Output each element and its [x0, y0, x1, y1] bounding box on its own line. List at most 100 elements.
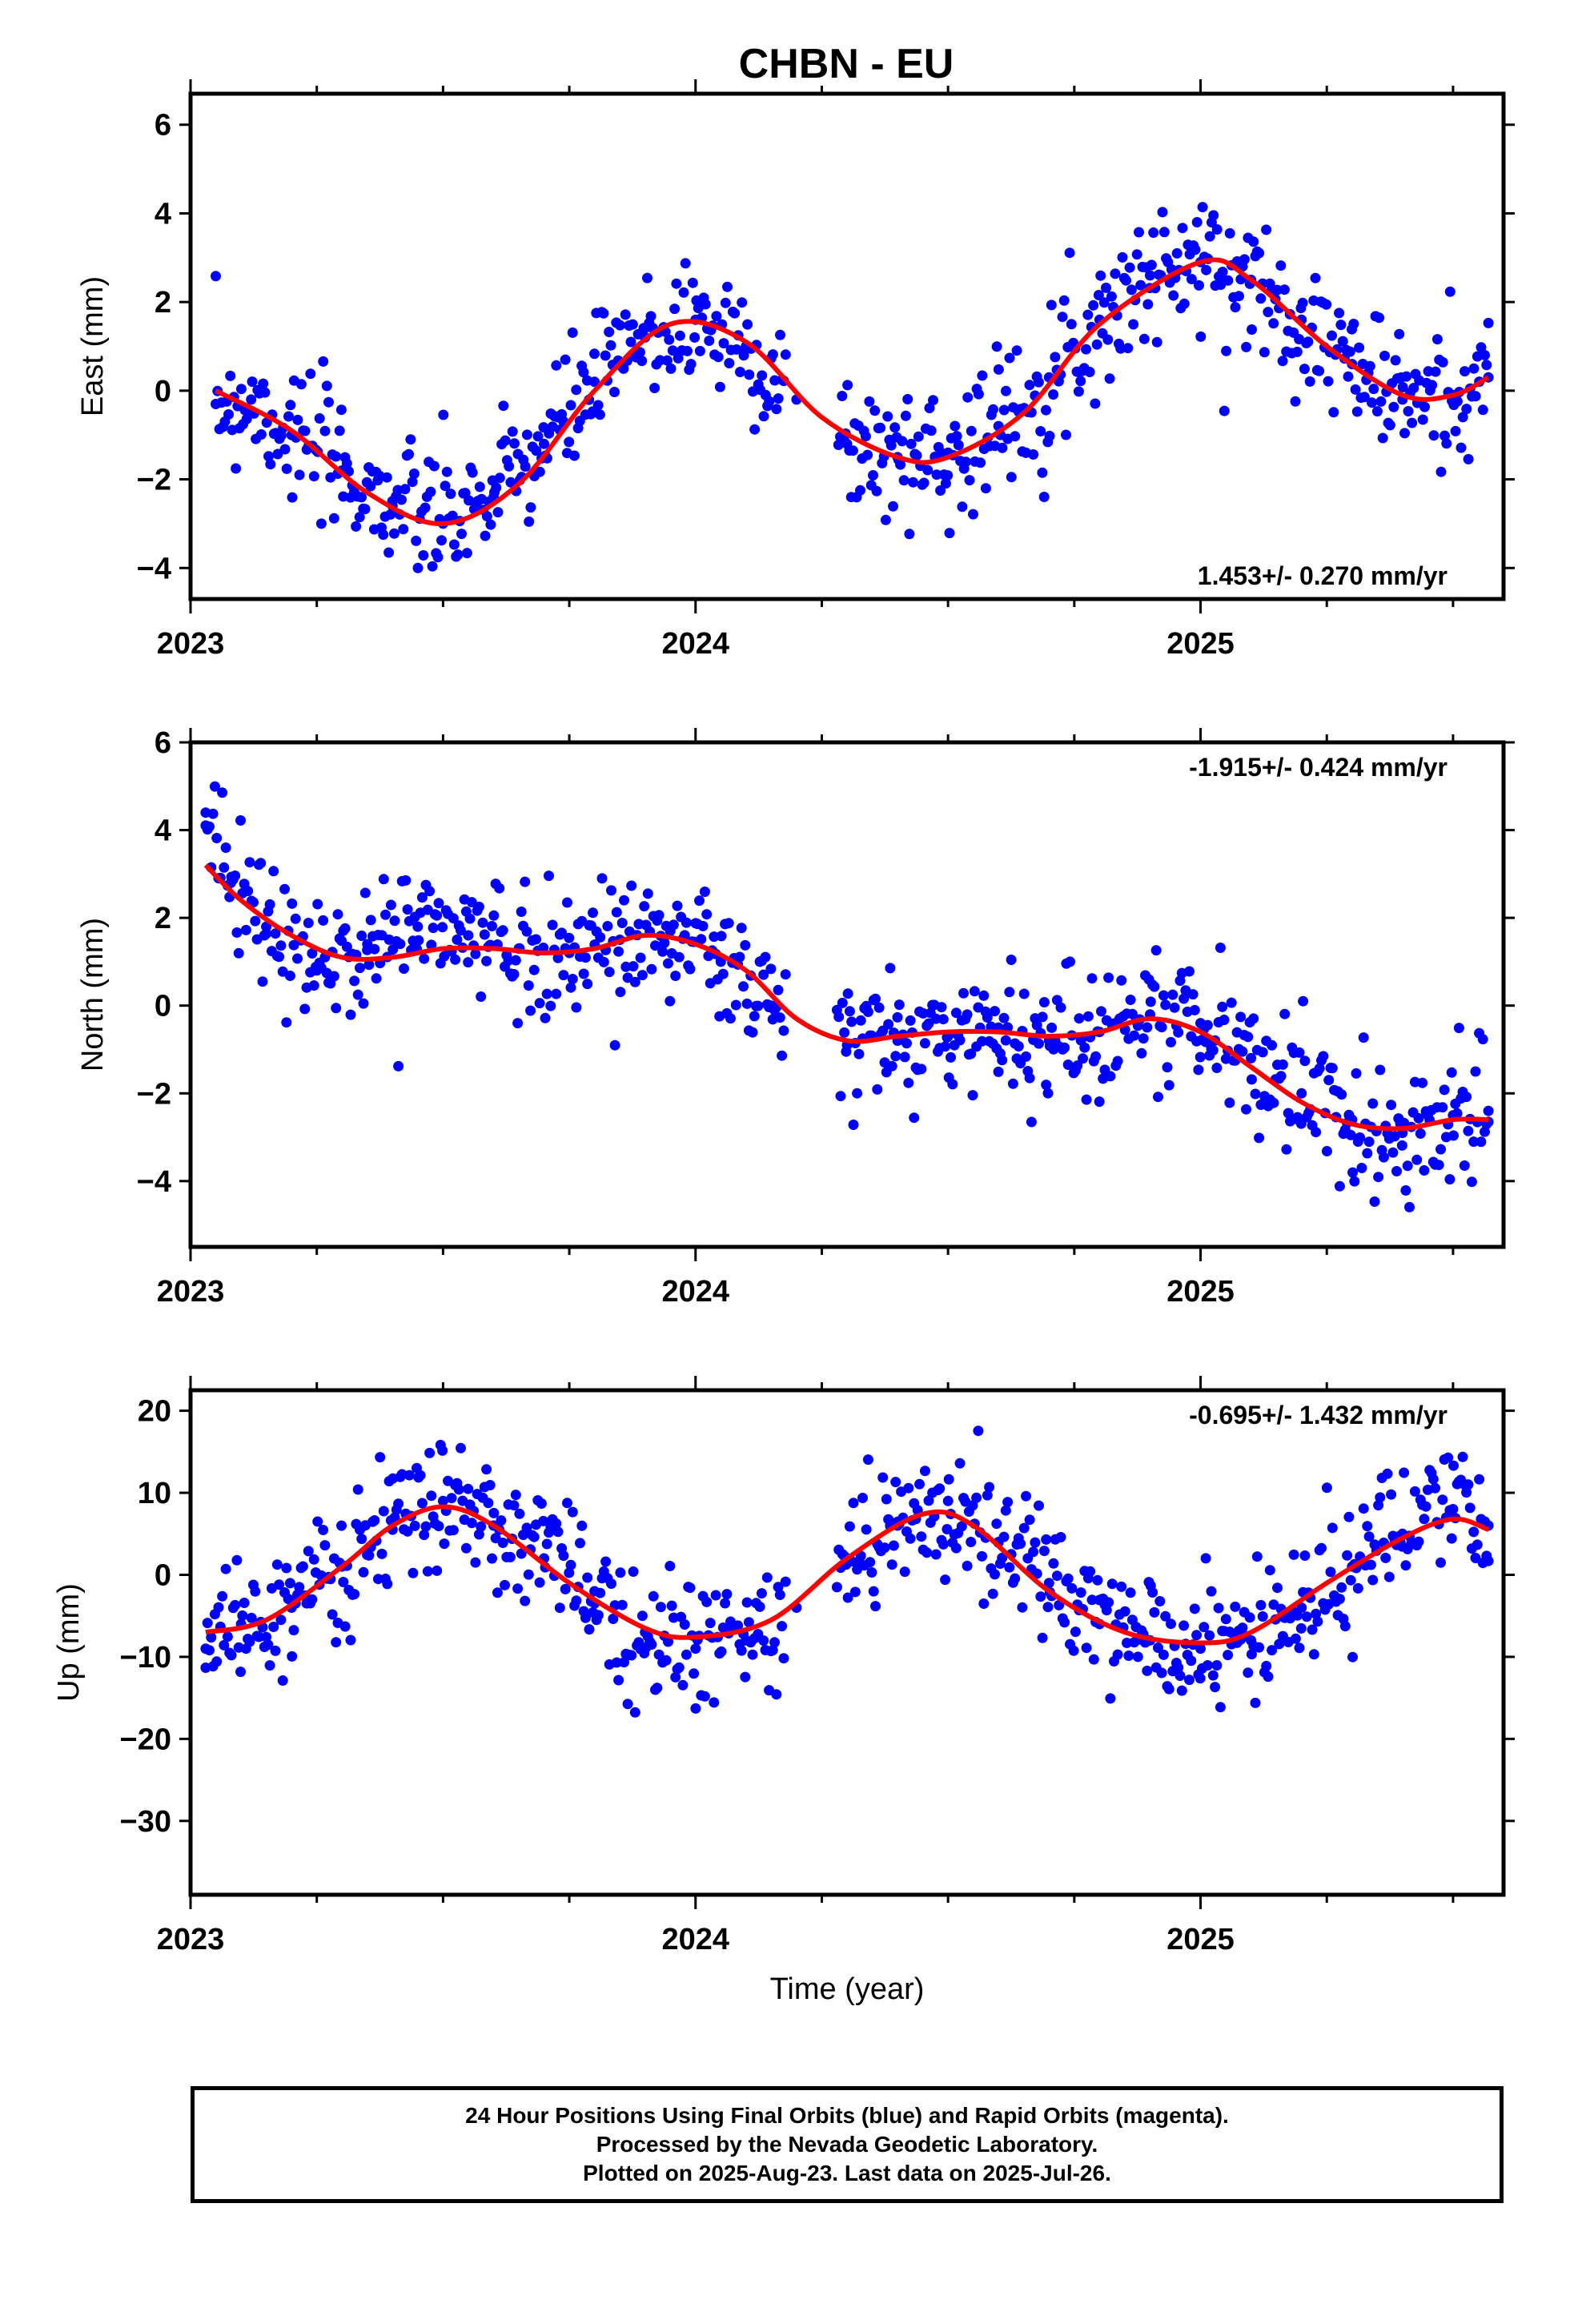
data-point	[409, 1520, 420, 1531]
data-point	[1446, 1067, 1457, 1078]
data-point	[404, 1470, 415, 1481]
data-point	[1138, 333, 1150, 344]
data-point	[420, 502, 431, 513]
data-point	[1090, 1051, 1102, 1062]
data-point	[492, 507, 504, 518]
data-point	[1354, 342, 1365, 353]
data-point	[1239, 254, 1250, 265]
data-point	[418, 550, 429, 561]
data-point	[1483, 1555, 1494, 1566]
data-point	[1194, 279, 1204, 291]
data-point	[1123, 1651, 1134, 1661]
data-point	[1230, 1601, 1241, 1612]
data-point	[709, 1697, 720, 1708]
data-point	[376, 1548, 387, 1559]
data-point	[312, 899, 323, 910]
data-point	[619, 1657, 629, 1668]
data-point	[1474, 1474, 1485, 1485]
data-point	[1355, 1132, 1366, 1143]
data-point	[685, 1582, 696, 1594]
data-point	[355, 963, 365, 974]
data-point	[1050, 352, 1061, 363]
data-point	[634, 347, 645, 358]
data-point	[1149, 981, 1160, 992]
data-point	[664, 334, 675, 345]
data-point	[1237, 1622, 1248, 1634]
data-point	[569, 450, 580, 461]
data-point	[780, 969, 791, 980]
data-point	[1476, 1136, 1487, 1148]
data-point	[1373, 1500, 1384, 1511]
data-point	[1105, 1693, 1116, 1704]
data-point	[862, 449, 873, 460]
data-point	[500, 435, 511, 446]
data-point	[1290, 396, 1301, 407]
data-point	[653, 1649, 665, 1660]
data-point	[694, 345, 705, 356]
data-point	[1367, 397, 1377, 408]
data-point-anchor	[463, 930, 474, 941]
data-point	[902, 394, 913, 404]
data-point	[1033, 376, 1044, 388]
data-point	[1359, 392, 1370, 403]
data-point-anchor	[1483, 1105, 1494, 1116]
data-point	[339, 923, 351, 934]
y-tick-label: −2	[137, 464, 171, 497]
data-point	[534, 1577, 545, 1588]
data-point	[1275, 260, 1287, 271]
data-point	[778, 1025, 789, 1036]
data-point	[1453, 1023, 1464, 1034]
data-point	[1163, 1080, 1174, 1091]
data-point	[1480, 1126, 1490, 1137]
data-point	[211, 1656, 223, 1667]
data-point	[1247, 324, 1257, 335]
data-point	[456, 1442, 466, 1454]
data-point	[1088, 1654, 1099, 1665]
data-point	[743, 1617, 754, 1628]
x-tick-label: 2025	[1166, 1275, 1235, 1309]
data-point	[1294, 1642, 1305, 1654]
data-point	[938, 1014, 949, 1025]
data-point	[1374, 312, 1385, 324]
data-point	[725, 1013, 736, 1024]
data-point	[556, 927, 568, 939]
data-point	[1433, 1160, 1444, 1171]
data-point	[1174, 1671, 1186, 1681]
data-point	[1254, 1642, 1265, 1653]
data-point	[1058, 295, 1070, 306]
data-point	[1257, 1047, 1268, 1058]
data-point	[646, 963, 657, 975]
data-point	[903, 1077, 914, 1088]
data-point	[1463, 1125, 1474, 1136]
panel-frame	[188, 91, 1506, 601]
data-point	[487, 1553, 497, 1564]
data-point	[1420, 1501, 1431, 1512]
data-point	[1145, 996, 1156, 1007]
data-point	[1189, 1603, 1200, 1614]
data-point	[1402, 1160, 1413, 1172]
data-point	[971, 1492, 982, 1503]
data-point	[892, 1011, 903, 1023]
data-point	[235, 384, 247, 395]
data-point	[780, 1576, 791, 1587]
data-point	[534, 466, 545, 477]
data-point	[319, 425, 331, 436]
data-point	[1178, 298, 1190, 309]
data-point	[654, 355, 665, 366]
data-point	[1223, 1650, 1234, 1661]
data-point	[433, 898, 444, 909]
data-point	[1004, 1562, 1015, 1573]
data-point	[498, 400, 509, 412]
data-point	[318, 356, 329, 367]
data-point	[1456, 442, 1467, 453]
data-point	[991, 341, 1002, 352]
data-point	[1375, 396, 1387, 407]
data-point-anchor	[311, 965, 323, 976]
data-point	[923, 1018, 934, 1029]
data-point	[588, 907, 598, 919]
data-point	[483, 1498, 494, 1509]
data-point	[936, 1002, 947, 1013]
data-point	[711, 311, 722, 322]
data-point	[520, 461, 531, 472]
data-point	[287, 1651, 298, 1662]
